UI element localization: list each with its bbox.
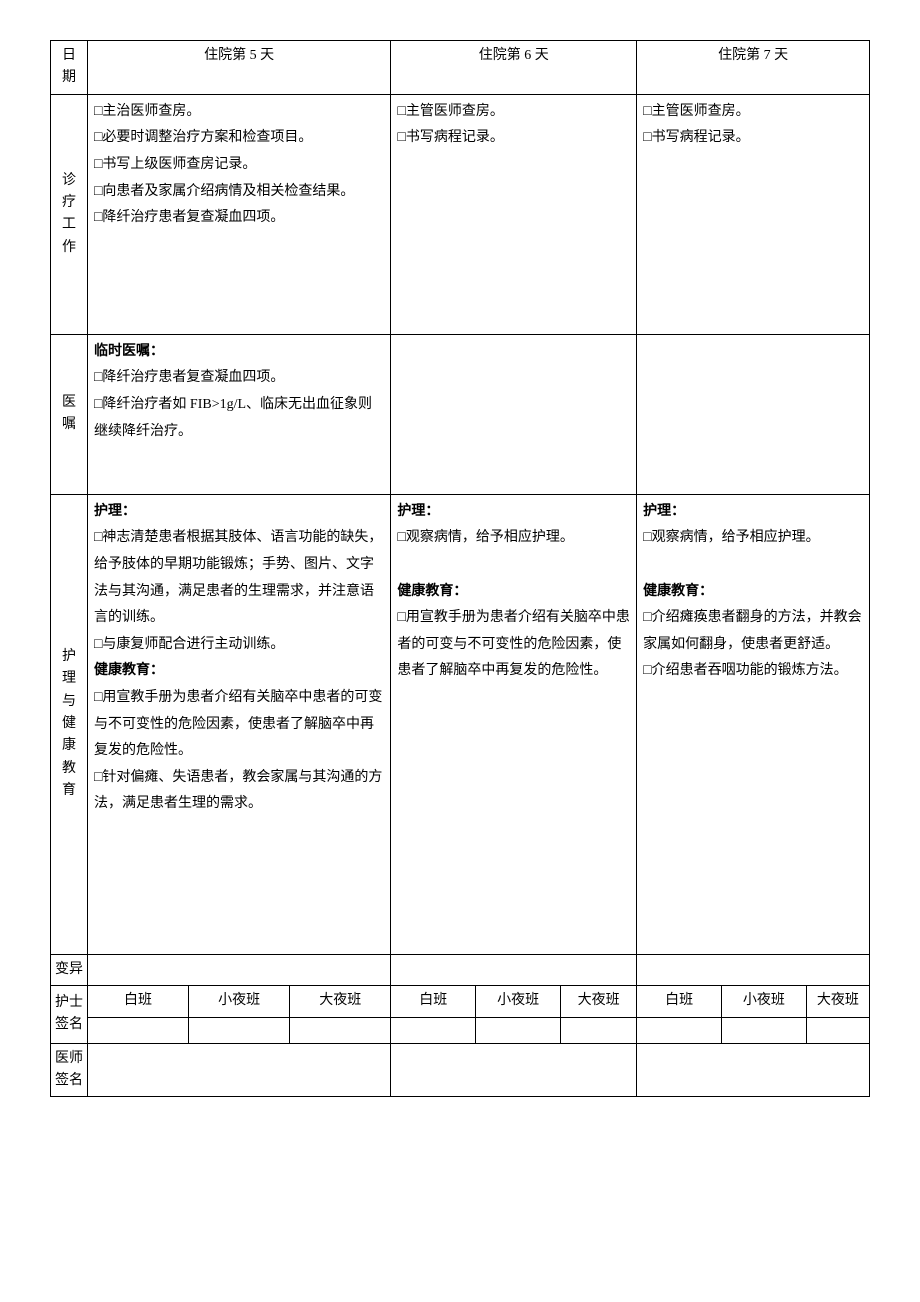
nurse-sig-header-row: 护士 签名 白班 小夜班 大夜班 白班 小夜班 大夜班 白班 小夜班 大夜班 <box>51 986 870 1017</box>
doctor-sig-day5 <box>87 1043 390 1097</box>
doctor-sig-row: 医师 签名 <box>51 1043 870 1097</box>
orders-day5: 临时医嘱： □降纤治疗患者复查凝血四项。 □降纤治疗者如 FIB>1g/L、临床… <box>87 334 390 494</box>
variation-label: 变异 <box>51 954 88 985</box>
doctor-sig-day7 <box>637 1043 870 1097</box>
nursing-day7: 护理： □观察病情，给予相应护理。 健康教育： □介绍瘫痪患者翻身的方法，并教会… <box>637 494 870 954</box>
shift-night: 大夜班 <box>806 986 869 1017</box>
nurse-sig-cell <box>391 1017 476 1043</box>
shift-day: 白班 <box>391 986 476 1017</box>
shift-day: 白班 <box>637 986 722 1017</box>
nurse-sig-cell <box>189 1017 290 1043</box>
orders-label: 医 嘱 <box>51 334 88 494</box>
nursing-day6: 护理： □观察病情，给予相应护理。 健康教育： □用宣教手册为患者介绍有关脑卒中… <box>391 494 637 954</box>
day5-header: 住院第 5 天 <box>87 41 390 95</box>
nurse-sig-cell <box>721 1017 806 1043</box>
variation-day5 <box>87 954 390 985</box>
variation-row: 变异 <box>51 954 870 985</box>
nurse-sig-cell <box>806 1017 869 1043</box>
nurse-sig-blank-row <box>51 1017 870 1043</box>
nurse-sig-cell <box>476 1017 561 1043</box>
day6-header: 住院第 6 天 <box>391 41 637 95</box>
diagnosis-row: 诊 疗 工 作 □主治医师查房。 □必要时调整治疗方案和检查项目。 □书写上级医… <box>51 94 870 334</box>
shift-day: 白班 <box>87 986 188 1017</box>
nurse-sig-cell <box>290 1017 391 1043</box>
orders-day7 <box>637 334 870 494</box>
shift-eve: 小夜班 <box>189 986 290 1017</box>
doctor-sig-day6 <box>391 1043 637 1097</box>
nurse-sig-cell <box>561 1017 637 1043</box>
header-row: 日期 住院第 5 天 住院第 6 天 住院第 7 天 <box>51 41 870 95</box>
orders-row: 医 嘱 临时医嘱： □降纤治疗患者复查凝血四项。 □降纤治疗者如 FIB>1g/… <box>51 334 870 494</box>
variation-day6 <box>391 954 637 985</box>
diag-day6: □主管医师查房。 □书写病程记录。 <box>391 94 637 334</box>
variation-day7 <box>637 954 870 985</box>
clinical-pathway-table: 日期 住院第 5 天 住院第 6 天 住院第 7 天 诊 疗 工 作 □主治医师… <box>50 40 870 1097</box>
diagnosis-label: 诊 疗 工 作 <box>51 94 88 334</box>
nurse-sig-cell <box>87 1017 188 1043</box>
orders-day6 <box>391 334 637 494</box>
shift-night: 大夜班 <box>561 986 637 1017</box>
diag-day5: □主治医师查房。 □必要时调整治疗方案和检查项目。 □书写上级医师查房记录。 □… <box>87 94 390 334</box>
shift-eve: 小夜班 <box>476 986 561 1017</box>
shift-eve: 小夜班 <box>721 986 806 1017</box>
nurse-sig-label: 护士 签名 <box>51 986 88 1043</box>
nurse-sig-cell <box>637 1017 722 1043</box>
day7-header: 住院第 7 天 <box>637 41 870 95</box>
nursing-day5: 护理： □神志清楚患者根据其肢体、语言功能的缺失，给予肢体的早期功能锻炼；手势、… <box>87 494 390 954</box>
diag-day7: □主管医师查房。 □书写病程记录。 <box>637 94 870 334</box>
nursing-label: 护 理 与 健 康 教 育 <box>51 494 88 954</box>
shift-night: 大夜班 <box>290 986 391 1017</box>
date-header: 日期 <box>51 41 88 95</box>
doctor-sig-label: 医师 签名 <box>51 1043 88 1097</box>
nursing-row: 护 理 与 健 康 教 育 护理： □神志清楚患者根据其肢体、语言功能的缺失，给… <box>51 494 870 954</box>
